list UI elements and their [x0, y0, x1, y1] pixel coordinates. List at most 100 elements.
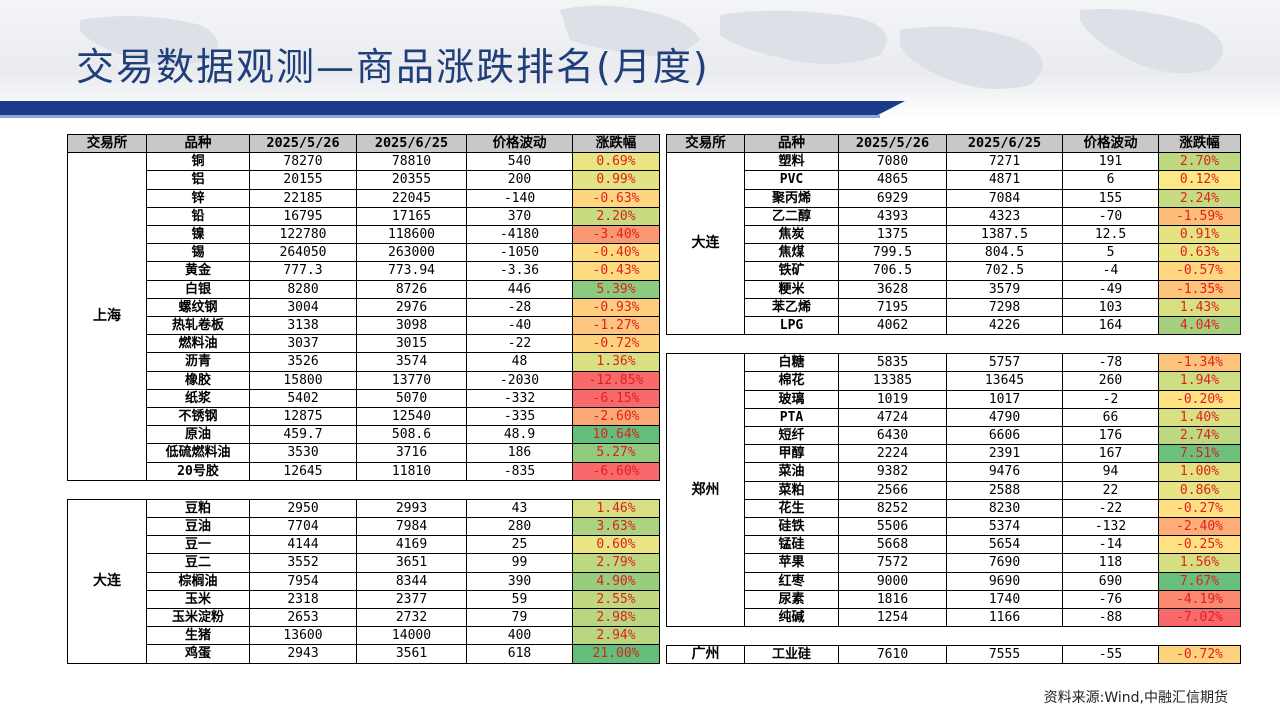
price-end-cell: 1740 [946, 589, 1063, 610]
commodity-cell: 纸浆 [146, 388, 250, 409]
table-row: 豆二 3552 3651 99 2.79% [68, 553, 660, 573]
change-cell: 260 [1062, 371, 1159, 391]
commodity-cell: 锌 [146, 188, 250, 208]
table-row: 红枣 9000 9690 690 7.67% [667, 571, 1241, 591]
price-end-cell: 8344 [356, 571, 467, 591]
commodity-cell: 20号胶 [146, 461, 250, 481]
price-start-cell: 6430 [838, 426, 947, 446]
price-end-cell: 9476 [946, 462, 1063, 482]
price-end-cell: 263000 [356, 243, 467, 263]
price-start-cell: 16795 [249, 206, 357, 227]
price-end-cell: 3574 [356, 352, 467, 372]
price-end-cell: 1017 [946, 389, 1063, 409]
price-start-cell: 2566 [838, 480, 947, 500]
table-row: 大连 豆粕 2950 2993 43 1.46% [67, 498, 660, 664]
column-header: 价格波动 [1062, 133, 1159, 154]
price-start-cell: 3037 [249, 334, 357, 354]
price-start-cell: 5506 [838, 517, 947, 537]
pct-cell: -0.72% [572, 334, 660, 354]
commodity-cell: 纯碱 [744, 608, 839, 628]
price-start-cell: 3526 [249, 352, 357, 372]
group-separator [67, 479, 660, 500]
price-end-cell: 4226 [946, 316, 1063, 336]
change-cell: 280 [466, 517, 573, 537]
change-cell: -70 [1062, 206, 1159, 227]
change-cell: -835 [466, 461, 573, 481]
price-end-cell: 2391 [946, 444, 1063, 464]
price-start-cell: 7572 [838, 553, 947, 573]
change-cell: -28 [466, 297, 573, 318]
price-end-cell: 8230 [946, 498, 1063, 519]
table-row: 郑州 白糖 5835 5757 -78 -1.34% [666, 353, 1241, 628]
left-table-wrap: 交易所 品种 2025/5/26 2025/6/25 价格波动 涨跌幅 上海铜 78270 7… [67, 133, 660, 664]
pct-cell: -1.59% [1158, 206, 1241, 227]
price-start-cell: 3628 [838, 279, 947, 299]
exchange-cell: 上海 [67, 152, 147, 481]
separator-cell [67, 479, 660, 500]
price-end-cell: 4169 [356, 535, 467, 555]
change-cell: 618 [466, 644, 573, 664]
pct-cell: -6.15% [572, 388, 660, 409]
change-cell: 103 [1062, 297, 1159, 318]
price-start-cell: 4144 [249, 535, 357, 555]
pct-cell: 10.64% [572, 425, 660, 445]
price-start-cell: 9000 [838, 571, 947, 591]
price-end-cell: 118600 [356, 225, 467, 245]
price-start-cell: 13385 [838, 371, 947, 391]
commodity-cell: 热轧卷板 [146, 316, 250, 336]
change-cell: -49 [1062, 279, 1159, 299]
price-start-cell: 7704 [249, 517, 357, 537]
group-separator [666, 334, 1241, 355]
pct-cell: 21.00% [572, 644, 660, 664]
price-start-cell: 122780 [249, 225, 357, 245]
price-end-cell: 22045 [356, 188, 467, 208]
commodity-cell: 黄金 [146, 261, 250, 281]
table-row: 聚丙烯 6929 7084 155 2.24% [667, 188, 1241, 208]
commodity-cell: 锰硅 [744, 535, 839, 555]
table-row: 铁矿 706.5 702.5 -4 -0.57% [667, 261, 1241, 281]
pct-cell: -0.27% [1158, 498, 1241, 519]
price-start-cell: 264050 [249, 243, 357, 263]
commodity-cell: 铁矿 [744, 261, 839, 281]
pct-cell: 2.79% [572, 553, 660, 573]
price-end-cell: 5070 [356, 388, 467, 409]
price-end-cell: 3098 [356, 316, 467, 336]
change-cell: 167 [1062, 444, 1159, 464]
commodity-cell: 原油 [146, 425, 250, 445]
price-end-cell: 8726 [356, 279, 467, 299]
price-start-cell: 1375 [838, 225, 947, 245]
price-end-cell: 804.5 [946, 243, 1063, 263]
change-cell: -4 [1062, 261, 1159, 281]
table-row: 原油 459.7 508.6 48.9 10.64% [68, 425, 660, 445]
table-row: 苹果 7572 7690 118 1.56% [667, 553, 1241, 573]
change-cell: -1050 [466, 243, 573, 263]
change-cell: -40 [466, 316, 573, 336]
price-end-cell: 78810 [356, 152, 467, 172]
commodity-cell: PTA [744, 407, 839, 428]
left-price-table: 交易所 品种 2025/5/26 2025/6/25 价格波动 涨跌幅 上海铜 78270 7… [67, 133, 660, 664]
commodity-cell: 锡 [146, 243, 250, 263]
pct-cell: 3.63% [572, 517, 660, 537]
commodity-cell: 生猪 [146, 626, 250, 646]
commodity-cell: 塑料 [744, 152, 839, 172]
change-cell: -76 [1062, 589, 1159, 610]
right-price-table: 交易所 品种 2025/5/26 2025/6/25 价格波动 涨跌幅 大连 塑料 7080 7… [666, 133, 1241, 665]
change-cell: 22 [1062, 480, 1159, 500]
price-end-cell: 773.94 [356, 261, 467, 281]
exchange-cell: 广州 [666, 645, 745, 665]
pct-cell: 2.98% [572, 608, 660, 628]
table-row: 玉米淀粉 2653 2732 79 2.98% [68, 608, 660, 628]
pct-cell: -1.35% [1158, 279, 1241, 299]
pct-cell: -4.19% [1158, 589, 1241, 610]
title-underline-thin [0, 115, 880, 118]
pct-cell: -0.93% [572, 297, 660, 318]
table-row: 甲醇 2224 2391 167 7.51% [667, 444, 1241, 464]
change-cell: -88 [1062, 608, 1159, 628]
price-start-cell: 7080 [838, 152, 947, 172]
price-start-cell: 13600 [249, 626, 357, 646]
pct-cell: -0.40% [572, 243, 660, 263]
change-cell: 94 [1062, 462, 1159, 482]
change-cell: 191 [1062, 152, 1159, 172]
pct-cell: -12.85% [572, 370, 660, 390]
column-header: 品种 [744, 133, 839, 154]
